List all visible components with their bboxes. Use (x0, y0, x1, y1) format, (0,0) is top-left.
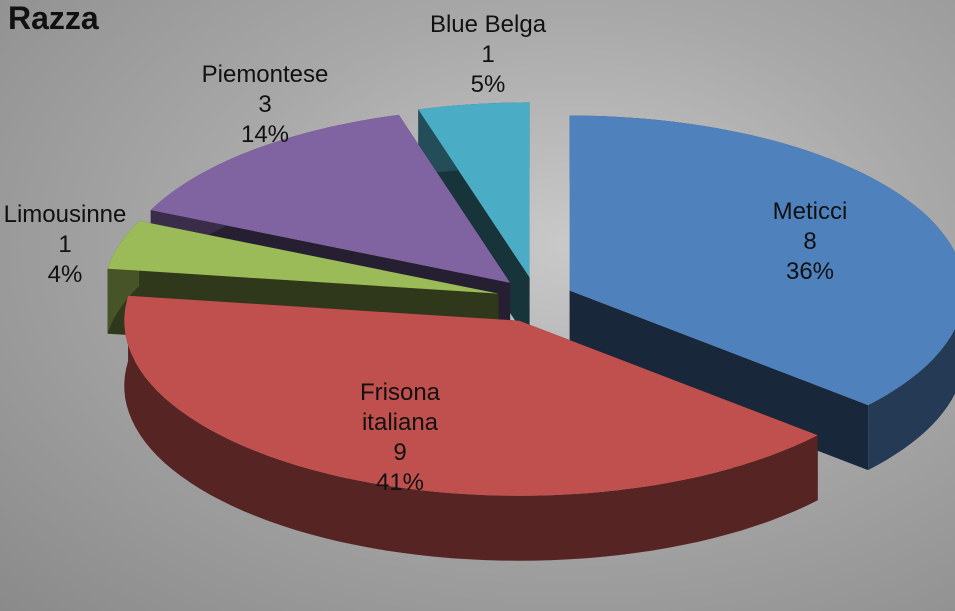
percent-label: 36% (785, 258, 835, 285)
chart-title: Razza (8, 0, 99, 36)
category-label: Meticci (772, 198, 848, 225)
category-label: Frisona italiana (359, 379, 441, 436)
value-label: 8 (803, 228, 817, 255)
slice-side (569, 290, 869, 471)
percent-label: 14% (240, 121, 290, 148)
value-label: 9 (393, 439, 407, 466)
slice-side (124, 295, 818, 561)
category-label: Limousinne (3, 201, 127, 228)
slice (418, 102, 530, 278)
slice (107, 220, 499, 294)
data-label: Meticci 8 36% (755, 197, 865, 287)
slice (124, 295, 818, 496)
value-label: 1 (481, 41, 495, 68)
slice (150, 114, 511, 283)
percent-label: 5% (470, 71, 506, 98)
category-label: Piemontese (201, 61, 329, 88)
value-label: 1 (58, 231, 72, 258)
data-label: Frisona italiana 9 41% (325, 378, 475, 498)
data-label: Piemontese 3 14% (175, 60, 355, 150)
slice (569, 115, 955, 406)
data-label: Blue Belga 1 5% (408, 10, 568, 100)
data-label: Limousinne 1 4% (0, 200, 140, 290)
value-label: 3 (258, 91, 272, 118)
percent-label: 4% (47, 261, 83, 288)
percent-label: 41% (375, 469, 425, 496)
category-label: Blue Belga (429, 11, 547, 38)
